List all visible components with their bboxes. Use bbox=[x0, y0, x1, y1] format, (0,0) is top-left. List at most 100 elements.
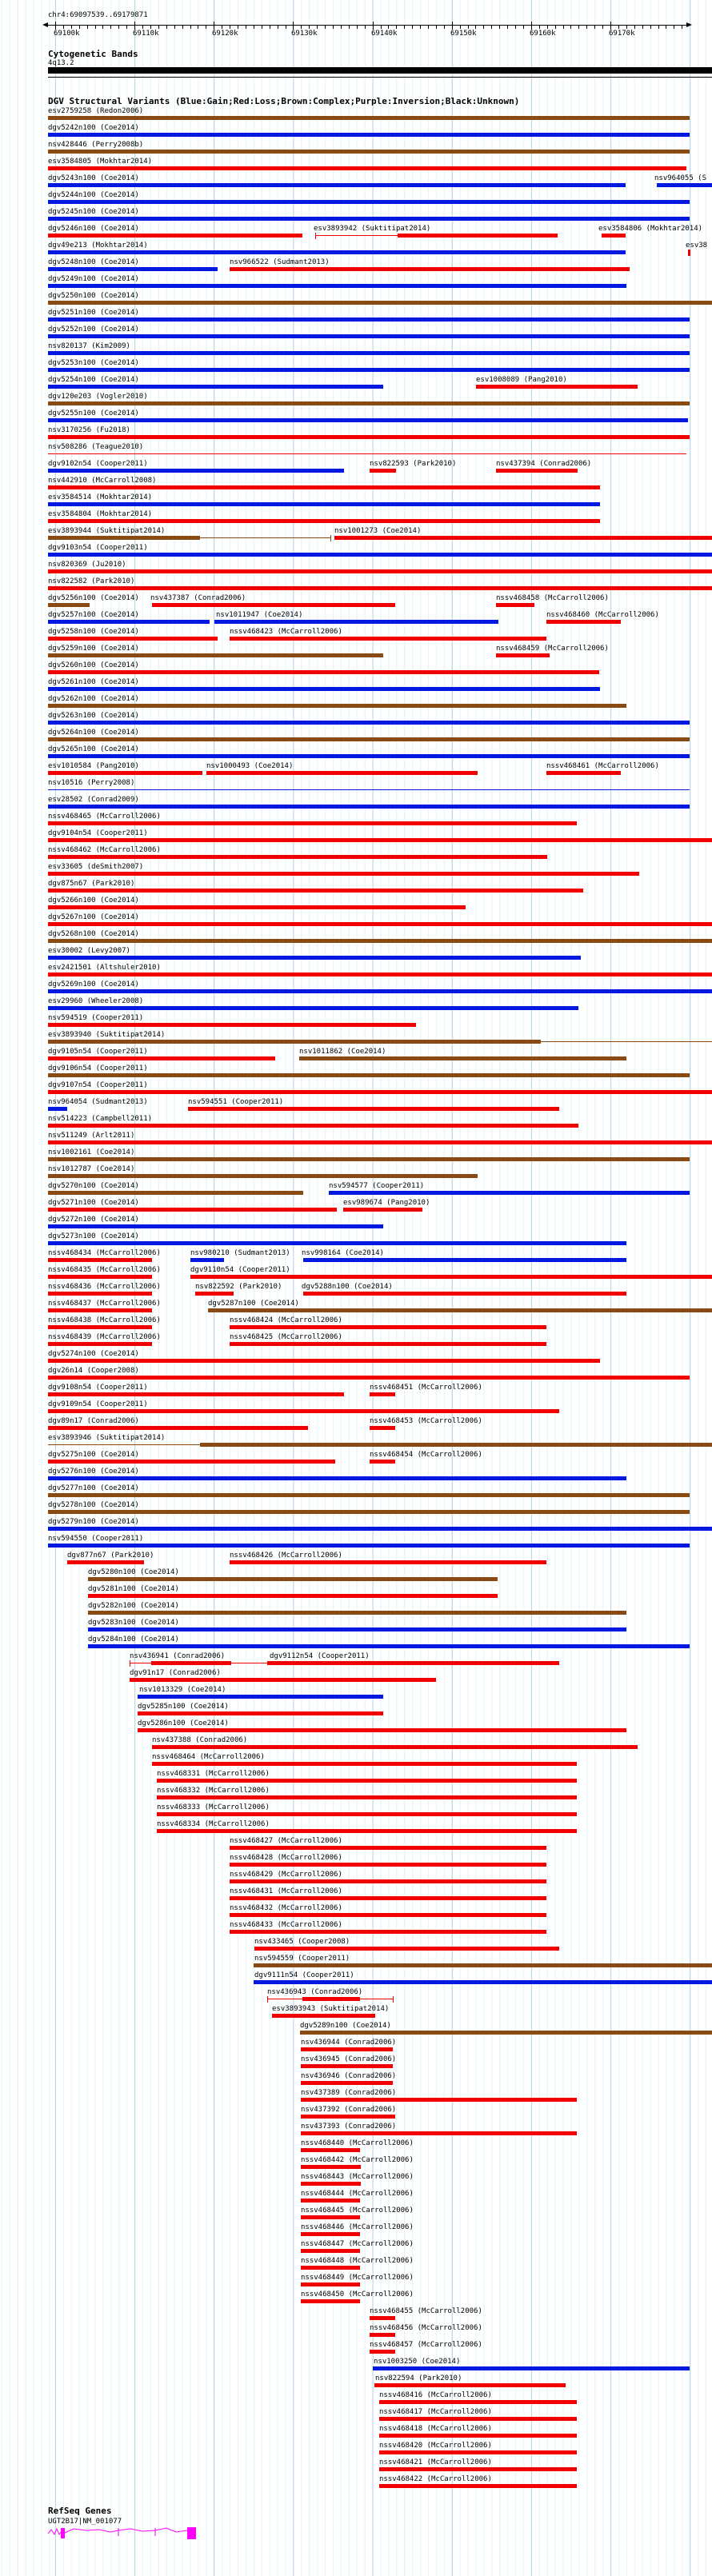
variant-bar[interactable] bbox=[48, 637, 218, 641]
variant-bar[interactable] bbox=[152, 1745, 638, 1749]
variant-bar[interactable] bbox=[393, 1996, 394, 2003]
variant-bar[interactable] bbox=[48, 133, 690, 137]
variant-bar[interactable] bbox=[138, 1728, 626, 1732]
variant-bar[interactable] bbox=[688, 250, 690, 256]
variant-bar[interactable] bbox=[230, 1863, 546, 1867]
variant-bar[interactable] bbox=[48, 838, 712, 842]
variant-bar[interactable] bbox=[48, 821, 577, 825]
variant-bar[interactable] bbox=[151, 1661, 231, 1665]
variant-bar[interactable] bbox=[48, 1544, 690, 1548]
variant-bar[interactable] bbox=[334, 536, 712, 540]
variant-bar[interactable] bbox=[48, 1376, 690, 1380]
variant-bar[interactable] bbox=[48, 368, 690, 372]
variant-bar[interactable] bbox=[267, 1996, 268, 2003]
variant-bar[interactable] bbox=[48, 351, 690, 355]
variant-bar[interactable] bbox=[301, 2249, 360, 2253]
variant-bar[interactable] bbox=[379, 2450, 577, 2454]
variant-bar[interactable] bbox=[602, 234, 626, 238]
variant-bar[interactable] bbox=[188, 1107, 559, 1111]
variant-bar[interactable] bbox=[48, 855, 547, 859]
variant-bar[interactable] bbox=[48, 1073, 690, 1077]
variant-bar[interactable] bbox=[190, 1258, 224, 1262]
variant-bar[interactable] bbox=[301, 2115, 395, 2119]
variant-bar[interactable] bbox=[48, 485, 600, 489]
variant-bar[interactable] bbox=[230, 1325, 546, 1329]
variant-bar[interactable] bbox=[230, 267, 630, 271]
variant-bar[interactable] bbox=[48, 771, 202, 775]
variant-bar[interactable] bbox=[48, 150, 690, 154]
variant-bar[interactable] bbox=[48, 1224, 383, 1228]
variant-bar[interactable] bbox=[301, 2266, 360, 2270]
variant-bar[interactable] bbox=[546, 771, 621, 775]
variant-bar[interactable] bbox=[48, 805, 690, 809]
variant-bar[interactable] bbox=[379, 2400, 577, 2404]
variant-bar[interactable] bbox=[301, 2081, 393, 2085]
variant-bar[interactable] bbox=[48, 922, 712, 926]
variant-bar[interactable] bbox=[48, 1040, 541, 1044]
variant-bar[interactable] bbox=[48, 721, 690, 725]
variant-bar[interactable] bbox=[301, 2299, 360, 2303]
variant-bar[interactable] bbox=[48, 1527, 712, 1531]
variant-bar[interactable] bbox=[301, 2098, 577, 2102]
variant-bar[interactable] bbox=[88, 1644, 690, 1648]
variant-bar[interactable] bbox=[230, 1896, 546, 1900]
variant-bar[interactable] bbox=[546, 620, 621, 624]
variant-bar[interactable] bbox=[48, 217, 690, 221]
variant-bar[interactable] bbox=[48, 401, 690, 405]
variant-bar[interactable] bbox=[48, 385, 383, 389]
variant-bar[interactable] bbox=[48, 1476, 626, 1480]
variant-bar[interactable] bbox=[48, 989, 712, 993]
variant-bar[interactable] bbox=[48, 318, 690, 322]
variant-bar[interactable] bbox=[48, 1140, 712, 1144]
variant-bar[interactable] bbox=[48, 1460, 335, 1464]
variant-bar[interactable] bbox=[157, 1779, 577, 1783]
variant-bar[interactable] bbox=[272, 2014, 375, 2018]
variant-bar[interactable] bbox=[301, 2165, 361, 2169]
variant-bar[interactable] bbox=[48, 670, 599, 674]
variant-bar[interactable] bbox=[88, 1627, 626, 1631]
variant-bar[interactable] bbox=[398, 234, 558, 238]
variant-bar[interactable] bbox=[138, 1711, 383, 1715]
variant-bar[interactable] bbox=[88, 1577, 498, 1581]
variant-bar[interactable] bbox=[230, 1930, 546, 1934]
variant-bar[interactable] bbox=[370, 2333, 395, 2337]
variant-bar[interactable] bbox=[48, 1359, 600, 1363]
variant-bar[interactable] bbox=[48, 956, 581, 960]
variant-bar[interactable] bbox=[301, 2047, 393, 2051]
variant-bar[interactable] bbox=[230, 1560, 546, 1564]
variant-bar[interactable] bbox=[48, 889, 583, 893]
variant-bar[interactable] bbox=[48, 586, 712, 590]
variant-bar[interactable] bbox=[130, 1678, 436, 1682]
variant-bar[interactable] bbox=[48, 234, 302, 238]
variant-bar[interactable] bbox=[496, 653, 550, 657]
variant-bar[interactable] bbox=[48, 267, 218, 271]
variant-bar[interactable] bbox=[48, 1342, 152, 1346]
variant-bar[interactable] bbox=[48, 334, 690, 338]
variant-bar[interactable] bbox=[48, 1275, 152, 1279]
variant-bar[interactable] bbox=[254, 1963, 712, 1967]
variant-bar[interactable] bbox=[48, 1510, 690, 1514]
variant-bar[interactable] bbox=[329, 1191, 690, 1195]
variant-bar[interactable] bbox=[254, 1980, 712, 1984]
variant-bar[interactable] bbox=[214, 620, 498, 624]
variant-bar[interactable] bbox=[48, 1191, 303, 1195]
variant-bar[interactable] bbox=[302, 1997, 360, 2001]
variant-bar[interactable] bbox=[208, 1308, 712, 1312]
variant-bar[interactable] bbox=[48, 1426, 308, 1430]
variant-bar[interactable] bbox=[303, 1258, 626, 1262]
variant-bar[interactable] bbox=[315, 233, 316, 239]
variant-bar[interactable] bbox=[48, 872, 639, 876]
variant-bar[interactable] bbox=[343, 1208, 422, 1212]
variant-bar[interactable] bbox=[496, 469, 578, 473]
variant-bar[interactable] bbox=[48, 1157, 690, 1161]
variant-bar[interactable] bbox=[301, 2232, 360, 2236]
variant-bar[interactable] bbox=[152, 603, 395, 607]
variant-bar[interactable] bbox=[48, 1056, 275, 1060]
variant-bar[interactable] bbox=[370, 1392, 395, 1396]
variant-bar[interactable] bbox=[48, 569, 712, 573]
variant-bar[interactable] bbox=[301, 2199, 360, 2203]
variant-bar[interactable] bbox=[48, 519, 600, 523]
variant-bar[interactable] bbox=[48, 1325, 152, 1329]
variant-bar[interactable] bbox=[48, 972, 712, 976]
variant-bar[interactable] bbox=[48, 905, 466, 909]
